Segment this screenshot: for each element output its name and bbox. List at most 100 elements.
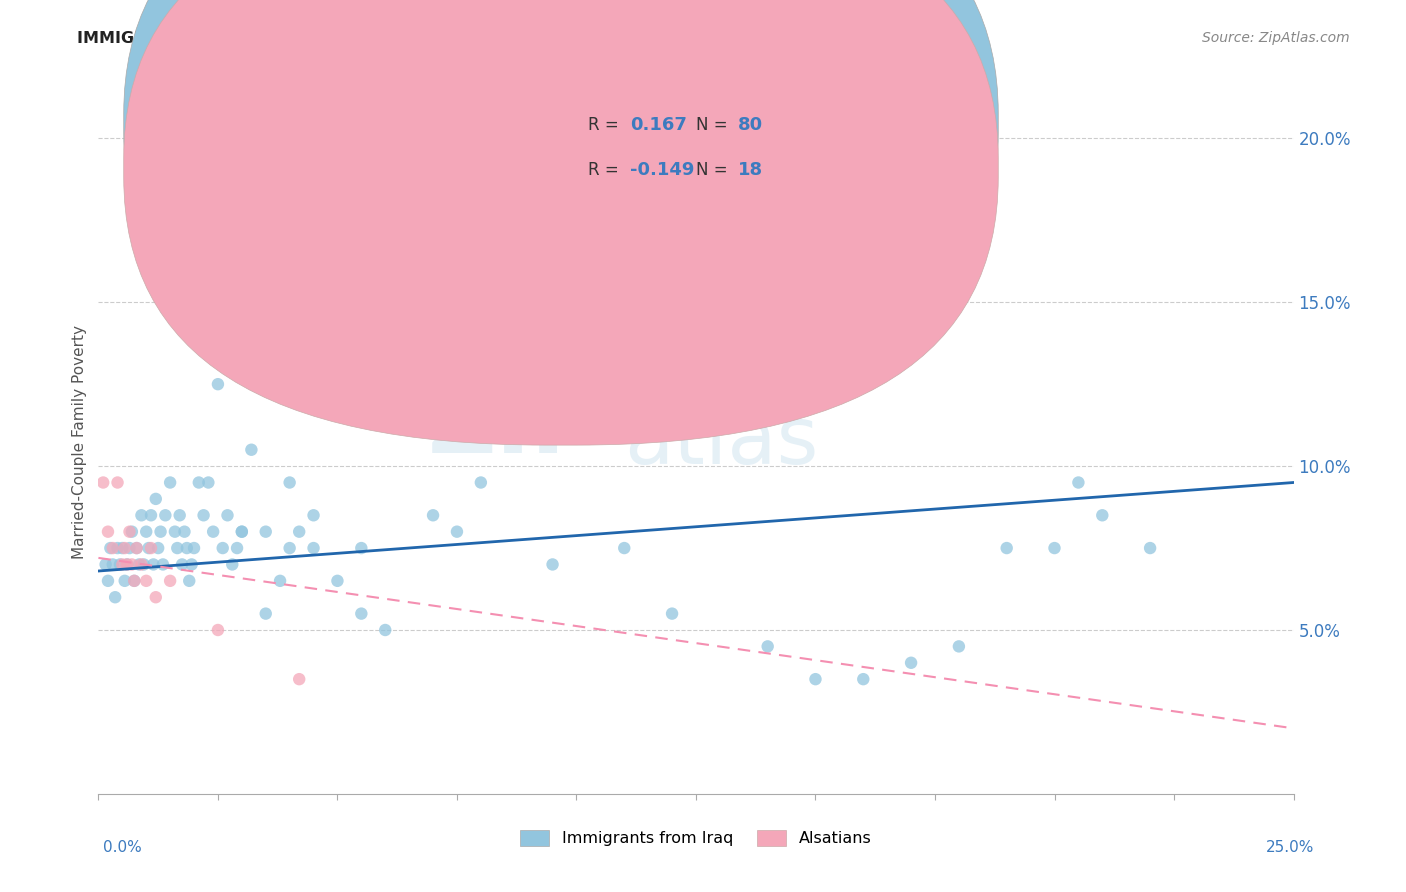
Point: [254, 524, 277, 539]
Point: [565, 409, 588, 424]
Point: [128, 558, 150, 572]
Point: [155, 508, 177, 523]
Text: R =: R =: [588, 161, 624, 178]
Text: -0.149: -0.149: [630, 161, 695, 178]
Point: [183, 541, 205, 555]
Point: [97, 524, 120, 539]
Point: [132, 558, 155, 572]
Point: [98, 541, 122, 555]
Point: [118, 524, 141, 539]
Point: [139, 508, 162, 523]
Point: [288, 524, 311, 539]
Point: [852, 672, 875, 686]
Text: atlas: atlas: [624, 402, 818, 481]
Point: [176, 541, 198, 555]
Point: [124, 574, 146, 588]
Point: [108, 558, 131, 572]
Point: [661, 607, 683, 621]
Point: [900, 656, 922, 670]
Point: [145, 591, 167, 605]
Point: [231, 524, 253, 539]
Point: [125, 541, 148, 555]
Point: [172, 558, 194, 572]
Text: 80: 80: [738, 116, 763, 134]
Point: [288, 672, 311, 686]
Point: [231, 524, 253, 539]
Point: [152, 558, 174, 572]
Point: [197, 475, 219, 490]
Point: [97, 574, 120, 588]
Point: [148, 541, 170, 555]
Text: 18: 18: [738, 161, 763, 178]
Text: IMMIGRANTS FROM IRAQ VS ALSATIAN MARRIED-COUPLE FAMILY POVERTY CORRELATION CHART: IMMIGRANTS FROM IRAQ VS ALSATIAN MARRIED…: [77, 31, 948, 46]
Point: [1067, 475, 1090, 490]
Point: [121, 524, 143, 539]
Point: [124, 574, 146, 588]
Point: [278, 475, 301, 490]
Point: [159, 574, 181, 588]
Point: [166, 541, 188, 555]
Text: ZIP: ZIP: [427, 382, 600, 474]
Y-axis label: Married-Couple Family Poverty: Married-Couple Family Poverty: [72, 325, 87, 558]
Point: [163, 524, 186, 539]
Point: [142, 558, 165, 572]
Text: Source: ZipAtlas.com: Source: ZipAtlas.com: [1202, 31, 1350, 45]
Point: [131, 558, 153, 572]
Point: [121, 558, 143, 572]
Point: [422, 508, 444, 523]
Point: [226, 541, 249, 555]
Point: [111, 558, 134, 572]
Point: [180, 558, 202, 572]
Point: [350, 541, 373, 555]
Point: [149, 524, 172, 539]
Point: [446, 524, 468, 539]
Point: [135, 524, 157, 539]
Point: [115, 558, 138, 572]
Point: [114, 541, 136, 555]
Point: [374, 623, 396, 637]
Point: [995, 541, 1018, 555]
Point: [948, 640, 970, 654]
Point: [269, 574, 291, 588]
Point: [125, 541, 148, 555]
Point: [1043, 541, 1066, 555]
Point: [145, 491, 167, 506]
Point: [804, 672, 827, 686]
Legend: Immigrants from Iraq, Alsatians: Immigrants from Iraq, Alsatians: [515, 823, 877, 853]
Point: [131, 508, 153, 523]
Point: [254, 607, 277, 621]
Point: [135, 574, 157, 588]
Point: [118, 541, 141, 555]
Point: [756, 640, 779, 654]
Point: [114, 574, 136, 588]
Point: [101, 558, 124, 572]
Point: [302, 541, 325, 555]
Point: [302, 508, 325, 523]
Point: [111, 541, 134, 555]
Point: [541, 558, 564, 572]
Text: R =: R =: [588, 116, 624, 134]
Point: [91, 475, 114, 490]
Point: [101, 541, 124, 555]
Point: [179, 574, 201, 588]
Text: 0.0%: 0.0%: [103, 840, 142, 855]
Point: [211, 541, 233, 555]
Text: 0.167: 0.167: [630, 116, 686, 134]
Point: [278, 541, 301, 555]
Point: [1091, 508, 1114, 523]
Point: [193, 508, 215, 523]
Point: [139, 541, 162, 555]
Point: [173, 524, 195, 539]
Text: N =: N =: [696, 116, 733, 134]
Point: [138, 541, 160, 555]
Point: [193, 262, 215, 277]
Point: [613, 541, 636, 555]
Point: [104, 591, 127, 605]
Point: [517, 377, 540, 392]
Point: [202, 524, 225, 539]
Point: [169, 508, 191, 523]
Point: [115, 558, 138, 572]
Point: [207, 623, 229, 637]
Point: [326, 574, 349, 588]
Point: [217, 508, 239, 523]
